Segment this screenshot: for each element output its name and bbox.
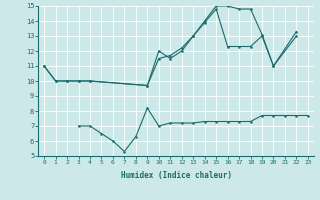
- X-axis label: Humidex (Indice chaleur): Humidex (Indice chaleur): [121, 171, 231, 180]
